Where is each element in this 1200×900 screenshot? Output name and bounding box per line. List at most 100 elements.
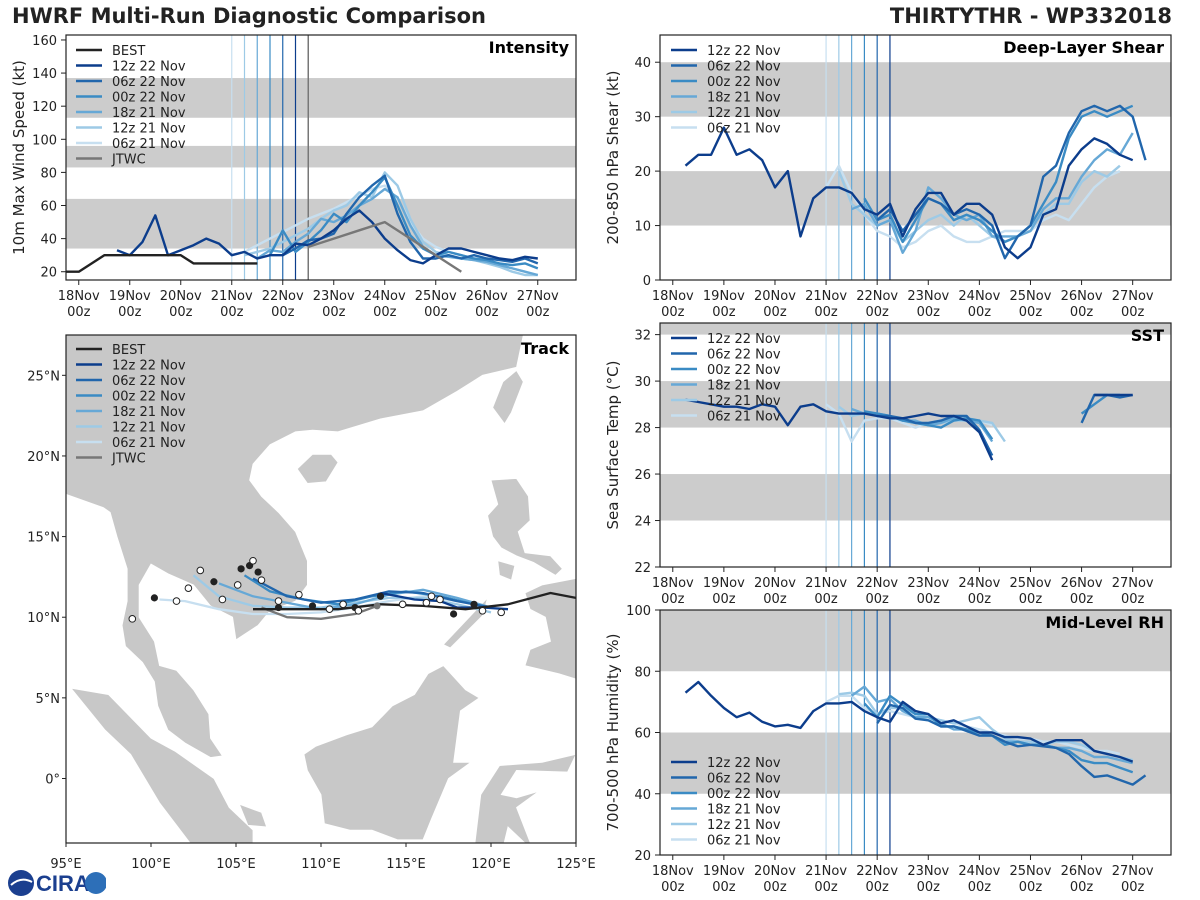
shear-legend-label: 00z 22 Nov	[707, 75, 781, 90]
intensity-legend-label: 06z 22 Nov	[112, 75, 186, 90]
land-sulawesi	[474, 753, 576, 843]
shear-xtick-sublabel: 00z	[917, 305, 941, 320]
sst-xtick-label: 25Nov	[1010, 576, 1052, 591]
rh-xtick-sublabel: 00z	[763, 880, 787, 895]
intensity-frame	[65, 34, 577, 281]
track-xtick-label: 115°E	[386, 857, 426, 872]
shear-panel: 01020304018Nov00z19Nov00z20Nov00z21Nov00…	[604, 34, 1172, 320]
track-xtick-label: 120°E	[471, 857, 511, 872]
rh-xtick-label: 19Nov	[703, 864, 745, 879]
track-ytick-label: 5°N	[36, 692, 61, 707]
sst-xtick-sublabel: 00z	[763, 592, 787, 607]
shear-xtick-sublabel: 00z	[1070, 305, 1094, 320]
shear-ytick-label: 30	[634, 111, 651, 126]
sst-ytick-label: 32	[634, 329, 651, 344]
cira-logo-text: CIRA	[36, 871, 90, 896]
cira-logo: CIRA	[6, 868, 106, 898]
shear-xtick-label: 23Nov	[907, 289, 949, 304]
sst-frame	[659, 322, 1172, 568]
track-point-open	[172, 597, 181, 605]
jtwc-point	[373, 602, 381, 610]
intensity-legend-label: BEST	[112, 44, 145, 59]
sst-panel: 22242628303218Nov00z19Nov00z20Nov00z21No…	[604, 322, 1172, 607]
track-point-open	[218, 595, 227, 604]
intensity-xtick-label: 23Nov	[313, 289, 355, 304]
sst-xtick-sublabel: 00z	[1070, 592, 1094, 607]
land-palawan	[442, 597, 488, 649]
shear-series-06z-22-nov	[876, 104, 1147, 260]
shear-xtick-label: 27Nov	[1112, 289, 1154, 304]
shear-ytick-label: 20	[634, 165, 651, 180]
intensity-ylabel: 10m Max Wind Speed (kt)	[10, 60, 28, 255]
sst-xtick-sublabel: 00z	[865, 592, 889, 607]
rh-ytick-label: 40	[634, 788, 651, 803]
land-java	[239, 875, 397, 900]
track-point-filled	[210, 578, 218, 586]
cira-globe-icon	[8, 870, 34, 896]
sst-legend-label: 06z 22 Nov	[707, 348, 781, 363]
intensity-legend-label: JTWC	[111, 153, 146, 168]
intensity-xtick-sublabel: 00z	[373, 305, 397, 320]
shear-legend-label: 12z 21 Nov	[707, 106, 781, 121]
sst-xtick-sublabel: 00z	[1121, 592, 1145, 607]
track-point-open	[249, 556, 257, 565]
track-point-open	[295, 590, 303, 599]
rh-xtick-label: 27Nov	[1112, 864, 1154, 879]
intensity-ytick-label: 20	[40, 266, 57, 281]
land-asia-mainland	[66, 335, 524, 758]
intensity-xtick-label: 20Nov	[160, 289, 202, 304]
rh-xtick-label: 18Nov	[652, 864, 694, 879]
rh-panel: 2040608010018Nov00z19Nov00z20Nov00z21Nov…	[604, 604, 1172, 895]
sst-ytick-label: 24	[634, 515, 651, 530]
sst-xtick-label: 18Nov	[652, 576, 694, 591]
shear-legend-label: 18z 21 Nov	[707, 91, 781, 106]
intensity-series-00z-22-nov	[268, 176, 539, 270]
track-point-open	[354, 606, 363, 615]
shear-title: Deep-Layer Shear	[1003, 38, 1164, 57]
track-legend-label: 18z 21 Nov	[112, 405, 186, 420]
rh-xtick-label: 23Nov	[907, 864, 949, 879]
track-legend-label: BEST	[112, 343, 145, 358]
rh-xtick-label: 20Nov	[754, 864, 796, 879]
intensity-xtick-sublabel: 00z	[424, 305, 448, 320]
sst-legend-label: 06z 21 Nov	[707, 410, 781, 425]
intensity-xtick-label: 21Nov	[211, 289, 253, 304]
shear-xtick-label: 22Nov	[856, 289, 898, 304]
intensity-ytick-label: 140	[32, 67, 57, 82]
rh-legend-label: 06z 21 Nov	[707, 834, 781, 849]
shear-xtick-label: 26Nov	[1061, 289, 1103, 304]
track-point-filled	[254, 568, 262, 576]
intensity-series-best	[66, 254, 258, 273]
shear-band	[660, 171, 1171, 226]
rh-ytick-label: 60	[634, 727, 651, 742]
shear-xtick-sublabel: 00z	[712, 305, 736, 320]
rh-title: Mid-Level RH	[1045, 613, 1164, 632]
track-xtick-label: 95°E	[50, 857, 81, 872]
track-line-06z-22-nov	[252, 577, 492, 609]
track-point-open	[257, 576, 266, 584]
rh-legend-label: 12z 21 Nov	[707, 818, 781, 833]
track-legend-label: 06z 22 Nov	[112, 374, 186, 389]
rh-xtick-label: 21Nov	[805, 864, 847, 879]
shear-legend-label: 06z 21 Nov	[707, 122, 781, 137]
land-mindoro	[497, 560, 516, 581]
track-point-open	[196, 566, 205, 575]
rh-series-12z-22-nov	[684, 680, 1134, 763]
sst-band	[660, 474, 1171, 521]
page-title: HWRF Multi-Run Diagnostic Comparison	[12, 4, 487, 28]
track-ytick-label: 25°N	[27, 369, 60, 384]
intensity-title: Intensity	[489, 38, 570, 57]
rh-ylabel: 700-500 hPa Humidity (%)	[604, 633, 622, 831]
shear-xtick-sublabel: 00z	[1019, 305, 1043, 320]
land-hainan	[296, 453, 339, 484]
intensity-series-18z-21-nov	[256, 187, 539, 277]
land-borneo	[303, 665, 480, 841]
shear-xtick-sublabel: 00z	[1121, 305, 1145, 320]
intensity-xtick-sublabel: 00z	[322, 305, 346, 320]
track-panel: 95°E 100°E 105°E 110°E 115°E 120°E 125°E 0° 5°N 1…	[27, 334, 596, 900]
land-luzon	[487, 478, 563, 576]
intensity-legend-label: 12z 22 Nov	[112, 60, 186, 75]
rh-xtick-sublabel: 00z	[917, 880, 941, 895]
track-point-open	[184, 584, 193, 592]
